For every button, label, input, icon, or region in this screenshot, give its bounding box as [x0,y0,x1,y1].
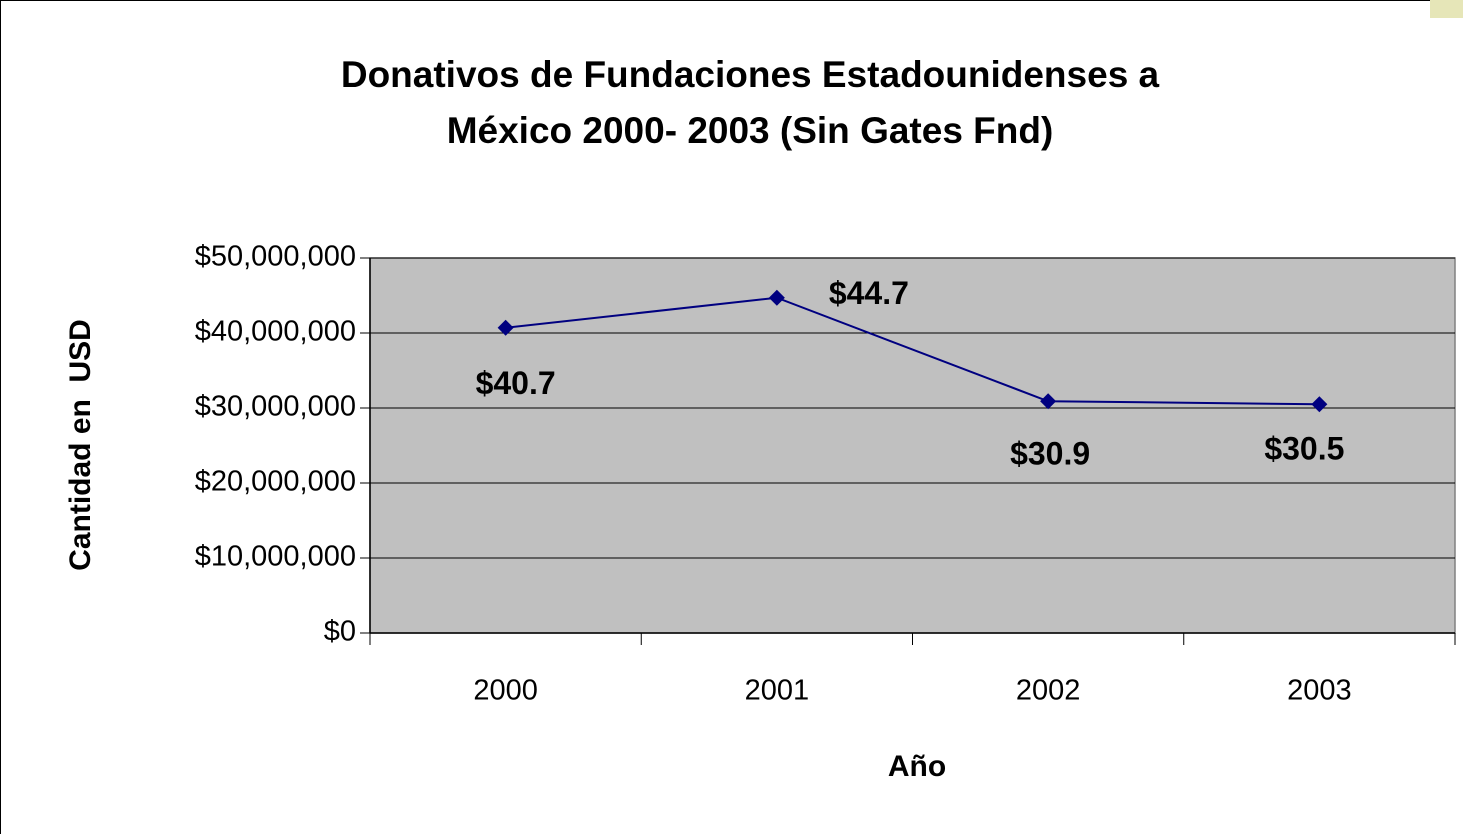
value-label: $30.9 [1010,436,1090,472]
x-tick-label: 2000 [473,675,538,707]
y-tick-label: $50,000,000 [195,241,356,273]
corner-tab [1430,0,1463,18]
y-tick-label: $20,000,000 [195,466,356,498]
x-tick-label: 2002 [1016,675,1081,707]
marker [768,289,785,306]
value-label: $44.7 [829,275,909,311]
chart-title: México 2000- 2003 (Sin Gates Fnd) [447,110,1054,151]
marker [497,319,514,336]
y-tick-label: $40,000,000 [195,316,356,348]
chart-title: Donativos de Fundaciones Estadounidenses… [341,54,1160,95]
series-line [505,296,1320,406]
marker [1311,396,1328,413]
x-tick-label: 2003 [1287,675,1352,707]
value-label: $40.7 [476,365,556,401]
plot-area [369,257,1456,634]
marker [1040,393,1057,410]
x-axis-label: Año [888,750,946,783]
value-label: $30.5 [1264,431,1344,467]
x-tick-label: 2001 [745,675,810,707]
y-tick-label: $0 [324,616,356,648]
y-tick-label: $10,000,000 [195,541,356,573]
y-tick-label: $30,000,000 [195,391,356,423]
y-axis-label: Cantidad en USD [64,319,97,571]
